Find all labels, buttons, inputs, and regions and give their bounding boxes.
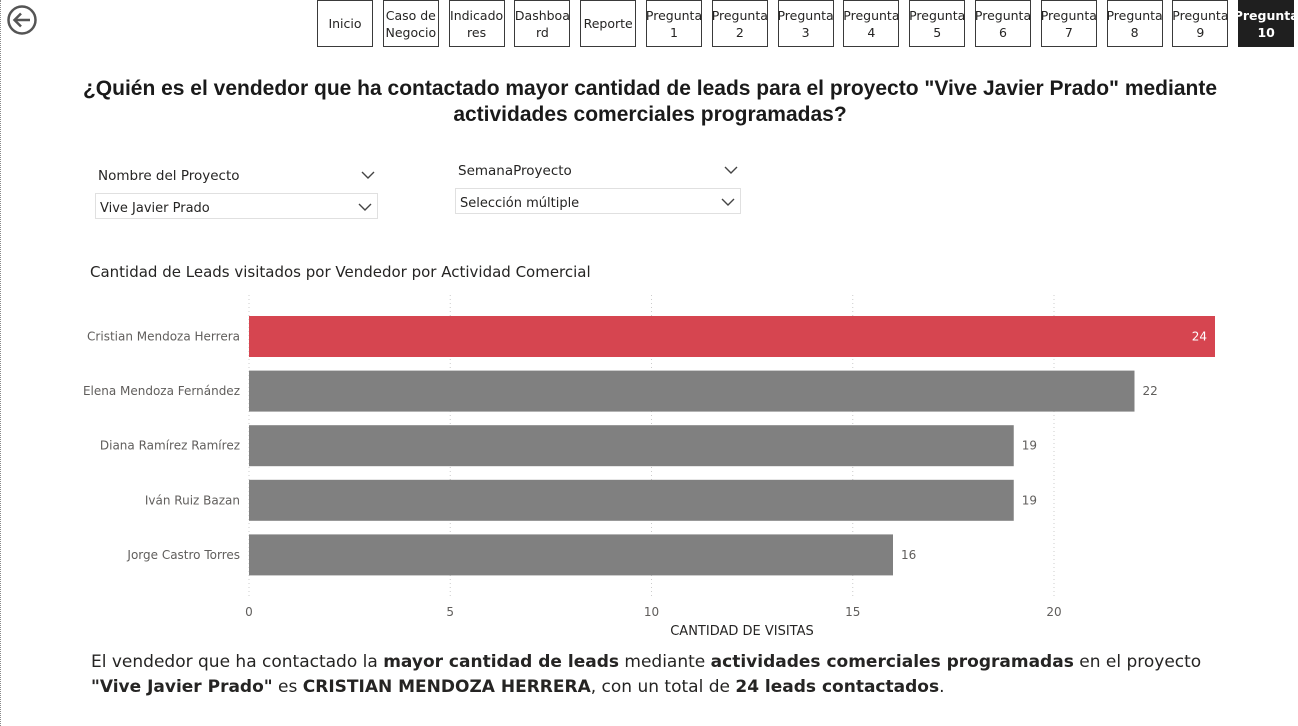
x-tick-label: 20 xyxy=(1046,605,1061,619)
x-tick-label: 15 xyxy=(845,605,860,619)
slicer-semana-value: Selección múltiple xyxy=(460,196,580,211)
summary-part: . xyxy=(939,677,945,697)
page-border xyxy=(0,0,1,726)
y-category-label: Cristian Mendoza Herrera xyxy=(87,330,240,344)
chevron-down-icon[interactable] xyxy=(358,203,372,212)
x-axis-title: CANTIDAD DE VISITAS xyxy=(670,624,814,639)
y-category-label: Jorge Castro Torres xyxy=(126,548,240,562)
nav-button-12[interactable]: Pregunta 7 xyxy=(1041,0,1097,47)
x-tick-label: 0 xyxy=(245,605,253,619)
x-tick-label: 10 xyxy=(644,605,659,619)
nav-button-14[interactable]: Pregunta 9 xyxy=(1172,0,1229,47)
slicer-proyecto-label: Nombre del Proyecto xyxy=(98,168,240,184)
y-category-label: Elena Mendoza Fernández xyxy=(83,384,240,398)
back-arrow-icon[interactable] xyxy=(6,4,38,36)
data-label: 19 xyxy=(1022,439,1037,453)
x-tick-label: 5 xyxy=(446,605,454,619)
bar xyxy=(249,534,893,576)
bar xyxy=(249,370,1135,412)
nav-button-4[interactable]: Dashboa rd xyxy=(514,0,571,47)
summary-bold: 24 leads contactados xyxy=(735,677,940,697)
data-label: 24 xyxy=(1192,330,1207,344)
nav-button-5[interactable]: Reporte xyxy=(580,0,637,47)
chart-title: Cantidad de Leads visitados por Vendedor… xyxy=(90,263,591,281)
summary-part: El vendedor que ha contactado la xyxy=(91,652,384,672)
bar xyxy=(249,316,1215,357)
nav-button-8[interactable]: Pregunta 3 xyxy=(777,0,834,47)
data-label: 16 xyxy=(901,548,916,562)
nav-button-6[interactable]: Pregunta 1 xyxy=(646,0,702,47)
nav-button-11[interactable]: Pregunta 6 xyxy=(975,0,1031,47)
slicer-semana-dropdown[interactable]: Selección múltiple xyxy=(455,188,741,214)
summary-bold: actividades comerciales programadas xyxy=(710,652,1074,672)
nav-button-10[interactable]: Pregunta 5 xyxy=(909,0,965,47)
slicer-proyecto-value: Vive Javier Prado xyxy=(100,201,210,216)
summary-bold: mayor cantidad de leads xyxy=(383,652,619,672)
nav-button-3[interactable]: Indicado res xyxy=(448,0,505,47)
y-category-label: Diana Ramírez Ramírez xyxy=(100,439,240,453)
summary-part: es xyxy=(272,677,303,697)
nav-button-7[interactable]: Pregunta 2 xyxy=(712,0,768,47)
bar-chart: 0 5 10 15 20 Cristian Mendoza Herrera 24 Elena … xyxy=(83,295,1215,639)
summary-text: El vendedor que ha contactado la mayor c… xyxy=(91,650,1221,700)
nav-button-15[interactable]: Pregunta 10 xyxy=(1234,0,1298,47)
slicer-proyecto-dropdown[interactable]: Vive Javier Prado xyxy=(95,193,378,219)
chevron-down-icon[interactable] xyxy=(721,198,735,207)
summary-part: en el proyecto xyxy=(1073,652,1202,672)
bar xyxy=(249,425,1014,467)
data-label: 19 xyxy=(1022,493,1037,507)
summary-bold: CRISTIAN MENDOZA HERRERA xyxy=(302,677,591,697)
summary-part: , con un total de xyxy=(590,677,736,697)
nav-button-2[interactable]: Caso de Negocio xyxy=(382,0,439,47)
y-category-label: Iván Ruiz Bazan xyxy=(145,493,240,507)
data-label: 22 xyxy=(1143,384,1158,398)
chevron-down-icon[interactable] xyxy=(361,171,375,180)
nav-button-13[interactable]: Pregunta 8 xyxy=(1106,0,1163,47)
slicer-semana-label: SemanaProyecto xyxy=(458,163,572,179)
page-title: ¿Quién es el vendedor que ha contactado … xyxy=(82,77,1218,126)
nav-button-9[interactable]: Pregunta 4 xyxy=(843,0,900,47)
summary-bold: "Vive Javier Prado" xyxy=(91,677,273,697)
bar xyxy=(249,479,1014,521)
nav-button-1[interactable]: Inicio xyxy=(317,0,373,47)
summary-part: mediante xyxy=(619,652,711,672)
chevron-down-icon[interactable] xyxy=(724,166,738,175)
